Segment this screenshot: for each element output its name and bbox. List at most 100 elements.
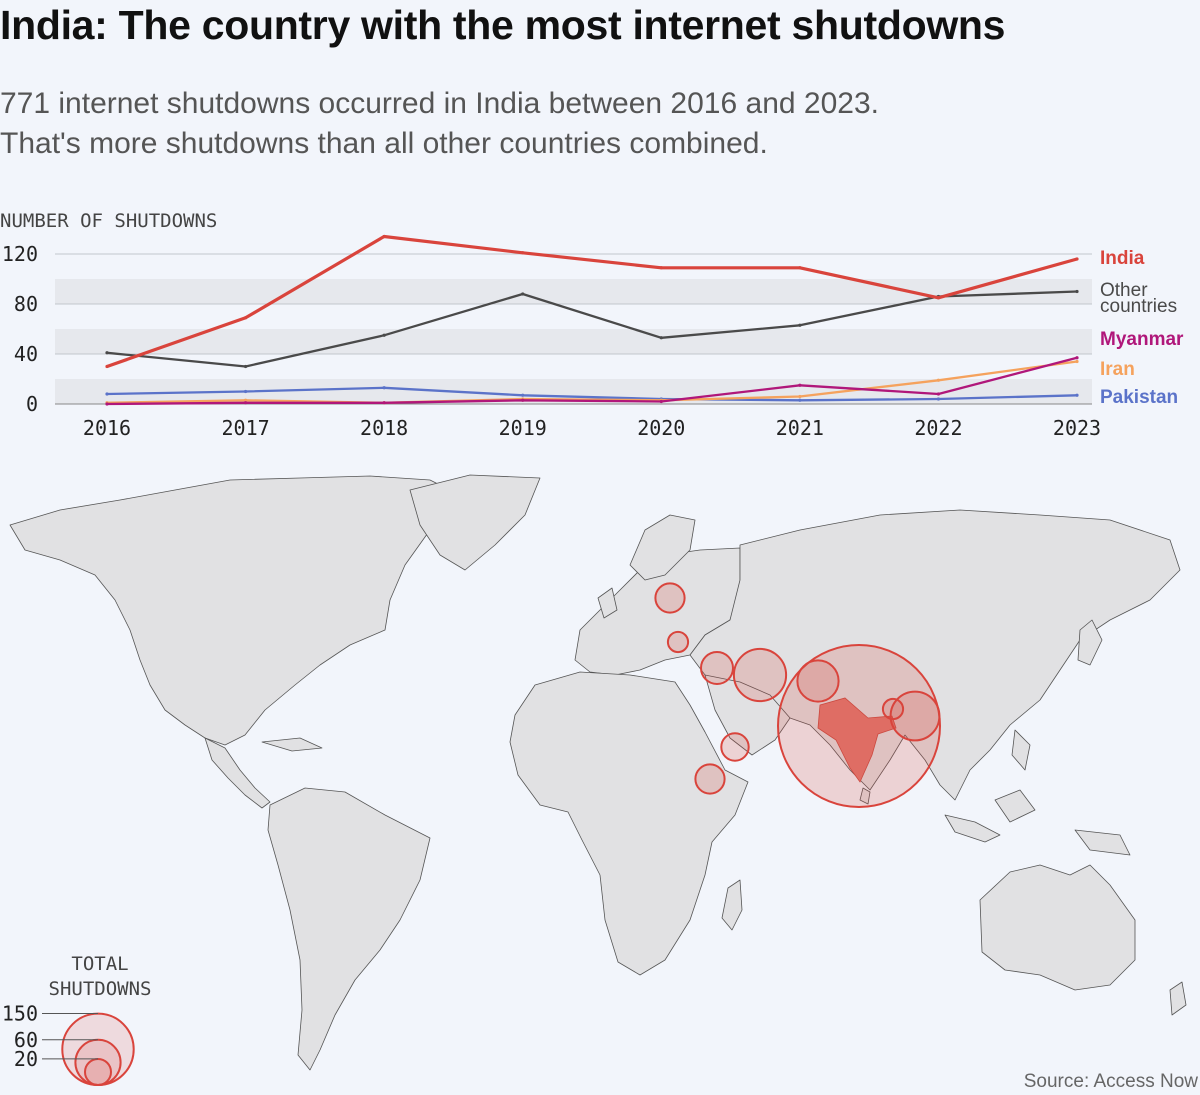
greenland-shape [409, 474, 541, 571]
bubble-bangladesh [881, 697, 905, 721]
bubble-iran [732, 647, 788, 703]
point-iran-2017 [243, 398, 248, 402]
point-myanmar-2017 [243, 401, 248, 405]
point-india-2018 [382, 234, 386, 239]
point-india-2019 [521, 251, 525, 255]
series-label-other-countries-1: Other [1100, 280, 1148, 301]
x-tick-label-2020: 2020 [637, 416, 685, 440]
point-myanmar-2020 [659, 399, 663, 404]
series-label-india: India [1100, 248, 1145, 269]
point-other-countries-2020 [659, 336, 663, 340]
bubble-pakistan [796, 659, 840, 703]
band-80 [55, 279, 1092, 304]
new-zealand-shape [1169, 981, 1187, 1016]
point-pakistan-2019 [521, 393, 525, 397]
australia-shape [979, 864, 1136, 991]
x-tick-label-2018: 2018 [360, 416, 408, 440]
line-chart: 0 40 80 120 NUMBER OF SHUTDOWNS 2016 2017 2018 2… [0, 210, 1184, 440]
point-myanmar-2022 [936, 392, 941, 396]
point-iran-2023 [1075, 359, 1079, 364]
africa-shape [509, 671, 749, 976]
point-pakistan-2021 [798, 398, 802, 402]
y-tick-label-0: 0 [26, 392, 38, 416]
bubble-ukraine [654, 582, 686, 614]
series-line-iran [106, 360, 1078, 404]
north-america-shape [9, 475, 471, 746]
size-legend-label-60: 60 [14, 1028, 38, 1052]
borneo-shape [994, 789, 1036, 823]
series-label-pakistan: Pakistan [1100, 387, 1178, 408]
point-iran-2021 [798, 394, 802, 399]
point-myanmar-2019 [521, 398, 525, 402]
point-myanmar-2023 [1075, 356, 1079, 360]
cuba-shape [261, 737, 323, 752]
uk-shape [597, 587, 618, 619]
x-tick-label-2023: 2023 [1053, 416, 1101, 440]
band-40 [55, 329, 1092, 354]
size-legend-title-line-2: SHUTDOWNS [48, 978, 152, 1000]
size-legend-label-150: 150 [2, 1002, 38, 1026]
subtitle-line-1: 771 internet shutdowns occurred in India… [0, 87, 879, 120]
point-other-countries-2021 [798, 323, 802, 327]
y-tick-label-40: 40 [14, 342, 38, 366]
point-other-countries-2019 [521, 292, 525, 296]
x-tick-label-2017: 2017 [221, 416, 269, 440]
point-india-2016 [105, 364, 109, 369]
series-label-other-countries-2: countries [1100, 296, 1177, 317]
bubble-iraq [700, 651, 734, 685]
series-line-myanmar [106, 356, 1078, 406]
subtitle-line-2: That's more shutdowns than all other cou… [0, 127, 768, 160]
point-india-2023 [1075, 257, 1079, 261]
point-india-2021 [798, 266, 802, 270]
shutdown-bubbles [654, 582, 941, 808]
source-note: Source: Access Now [1023, 1071, 1198, 1092]
point-other-countries-2016 [105, 351, 109, 355]
x-tick-label-2022: 2022 [914, 416, 962, 440]
series-label-myanmar: Myanmar [1100, 329, 1184, 350]
world-land [9, 474, 1187, 1071]
size-legend-label-20: 20 [14, 1047, 38, 1071]
sri-lanka-shape [859, 787, 871, 805]
point-pakistan-2017 [243, 389, 248, 394]
philippines-shape [1011, 729, 1031, 771]
x-tick-label-2021: 2021 [776, 416, 824, 440]
point-other-countries-2023 [1075, 289, 1079, 294]
india-highlight [817, 697, 897, 783]
japan-shape [1077, 619, 1103, 666]
size-legend-title-line-1: TOTAL [71, 953, 129, 975]
indonesia-shape [944, 814, 1001, 843]
series-line-india [106, 234, 1078, 369]
bubble-turkey [666, 630, 690, 654]
point-pakistan-2023 [1075, 393, 1079, 397]
point-india-2022 [936, 296, 941, 300]
point-myanmar-2018 [382, 401, 386, 405]
point-pakistan-2022 [936, 397, 941, 401]
point-india-2020 [659, 266, 663, 270]
x-tick-label-2019: 2019 [499, 416, 547, 440]
x-tick-label-2016: 2016 [83, 416, 131, 440]
point-iran-2022 [936, 378, 941, 382]
bubble-yemen [720, 732, 750, 762]
south-america-shape [267, 787, 431, 1071]
new-guinea-shape [1074, 829, 1131, 856]
point-myanmar-2016 [105, 402, 109, 406]
chart-subtitle: 771 internet shutdowns occurred in India… [0, 84, 879, 164]
madagascar-shape [721, 879, 743, 931]
arabia-shape [704, 674, 791, 756]
y-tick-label-120: 120 [2, 242, 38, 266]
central-america-shape [204, 737, 271, 809]
point-pakistan-2018 [382, 386, 386, 390]
point-other-countries-2017 [243, 364, 248, 369]
y-axis-label: NUMBER OF SHUTDOWNS [0, 210, 217, 232]
y-tick-label-80: 80 [14, 292, 38, 316]
point-other-countries-2018 [382, 333, 386, 337]
point-myanmar-2021 [798, 383, 802, 387]
series-label-iran: Iran [1100, 359, 1135, 380]
size-legend-title: TOTAL SHUTDOWNS [20, 952, 180, 1002]
size-legend-circle-20 [84, 1057, 112, 1086]
scandinavia-shape [629, 514, 696, 581]
bubble-india [777, 644, 941, 808]
point-pakistan-2016 [105, 392, 109, 396]
